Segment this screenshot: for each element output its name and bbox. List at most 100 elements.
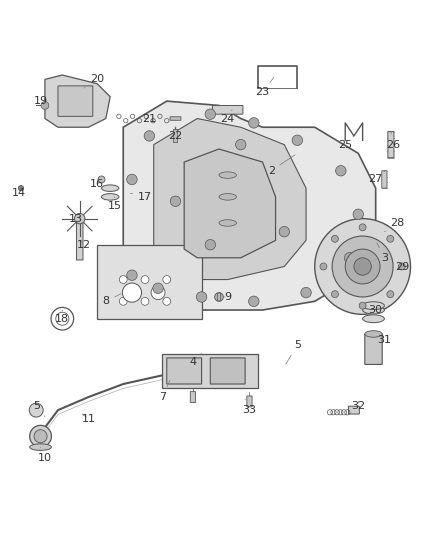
- Circle shape: [332, 290, 339, 297]
- Circle shape: [41, 102, 49, 109]
- Circle shape: [332, 236, 339, 243]
- Text: 11: 11: [81, 414, 95, 424]
- FancyBboxPatch shape: [247, 396, 252, 407]
- Text: 20: 20: [84, 75, 104, 88]
- Text: 17: 17: [130, 192, 152, 202]
- Text: 13: 13: [68, 214, 82, 224]
- Text: 21: 21: [142, 114, 156, 124]
- Polygon shape: [154, 118, 306, 279]
- Text: 12: 12: [77, 240, 91, 250]
- Polygon shape: [184, 149, 276, 258]
- Bar: [97, 245, 201, 319]
- Circle shape: [163, 297, 171, 305]
- Text: 31: 31: [378, 335, 392, 345]
- Circle shape: [344, 253, 355, 263]
- Circle shape: [332, 236, 393, 297]
- Text: 2: 2: [268, 155, 295, 176]
- FancyBboxPatch shape: [349, 406, 359, 414]
- Circle shape: [163, 276, 171, 284]
- Text: 3: 3: [377, 243, 388, 263]
- Circle shape: [30, 425, 51, 447]
- Text: 23: 23: [255, 77, 274, 98]
- Circle shape: [141, 276, 149, 284]
- Text: 28: 28: [385, 218, 405, 232]
- Circle shape: [249, 118, 259, 128]
- Polygon shape: [123, 101, 376, 310]
- Text: 22: 22: [168, 127, 183, 141]
- Text: 19: 19: [33, 96, 48, 106]
- Text: 14: 14: [12, 188, 26, 198]
- FancyBboxPatch shape: [210, 358, 245, 384]
- Circle shape: [215, 293, 223, 301]
- Text: 32: 32: [351, 401, 365, 411]
- Circle shape: [236, 140, 246, 150]
- Circle shape: [354, 258, 371, 275]
- Circle shape: [119, 276, 127, 284]
- FancyBboxPatch shape: [212, 106, 243, 114]
- Circle shape: [315, 219, 410, 314]
- Circle shape: [196, 292, 207, 302]
- FancyBboxPatch shape: [167, 358, 201, 384]
- Text: 16: 16: [90, 179, 104, 189]
- Circle shape: [353, 209, 364, 220]
- Text: 7: 7: [159, 380, 170, 402]
- Text: 26: 26: [386, 132, 400, 150]
- Circle shape: [249, 296, 259, 306]
- Circle shape: [345, 249, 380, 284]
- FancyBboxPatch shape: [388, 132, 394, 158]
- Ellipse shape: [102, 185, 119, 191]
- Text: 27: 27: [368, 171, 385, 184]
- FancyBboxPatch shape: [190, 392, 195, 402]
- Circle shape: [151, 286, 165, 300]
- Bar: [162, 353, 258, 389]
- Circle shape: [74, 213, 85, 224]
- Circle shape: [387, 236, 394, 243]
- FancyBboxPatch shape: [382, 171, 387, 188]
- Circle shape: [320, 263, 327, 270]
- Text: 29: 29: [391, 258, 409, 271]
- Circle shape: [127, 174, 137, 184]
- Ellipse shape: [219, 172, 237, 179]
- Ellipse shape: [363, 302, 385, 310]
- Circle shape: [119, 297, 127, 305]
- Text: 10: 10: [38, 447, 52, 463]
- Circle shape: [279, 227, 290, 237]
- Text: 5: 5: [33, 401, 45, 417]
- FancyBboxPatch shape: [170, 117, 181, 120]
- Circle shape: [301, 287, 311, 298]
- Circle shape: [153, 283, 163, 294]
- Ellipse shape: [219, 193, 237, 200]
- Circle shape: [34, 430, 47, 443]
- Text: 15: 15: [108, 197, 122, 211]
- FancyBboxPatch shape: [173, 130, 178, 142]
- Circle shape: [122, 283, 141, 302]
- Circle shape: [141, 297, 149, 305]
- Ellipse shape: [102, 193, 119, 200]
- Text: 33: 33: [243, 399, 257, 415]
- Circle shape: [144, 131, 155, 141]
- Text: 24: 24: [221, 110, 235, 124]
- Ellipse shape: [219, 220, 237, 226]
- Circle shape: [170, 196, 181, 206]
- Ellipse shape: [363, 306, 385, 314]
- Text: 5: 5: [286, 340, 301, 364]
- FancyBboxPatch shape: [218, 293, 220, 301]
- Ellipse shape: [365, 330, 382, 337]
- Circle shape: [292, 135, 303, 146]
- Text: 30: 30: [369, 305, 383, 315]
- Text: 9: 9: [223, 292, 231, 302]
- Polygon shape: [45, 75, 110, 127]
- Text: 18: 18: [55, 310, 69, 324]
- Text: 8: 8: [102, 294, 121, 306]
- Circle shape: [18, 185, 24, 191]
- FancyBboxPatch shape: [365, 334, 382, 365]
- Circle shape: [98, 176, 105, 183]
- Text: 4: 4: [189, 353, 201, 367]
- Circle shape: [359, 302, 366, 309]
- Circle shape: [359, 224, 366, 231]
- Circle shape: [127, 270, 137, 280]
- FancyBboxPatch shape: [77, 221, 83, 260]
- Circle shape: [336, 166, 346, 176]
- FancyBboxPatch shape: [58, 86, 93, 116]
- Circle shape: [205, 109, 215, 119]
